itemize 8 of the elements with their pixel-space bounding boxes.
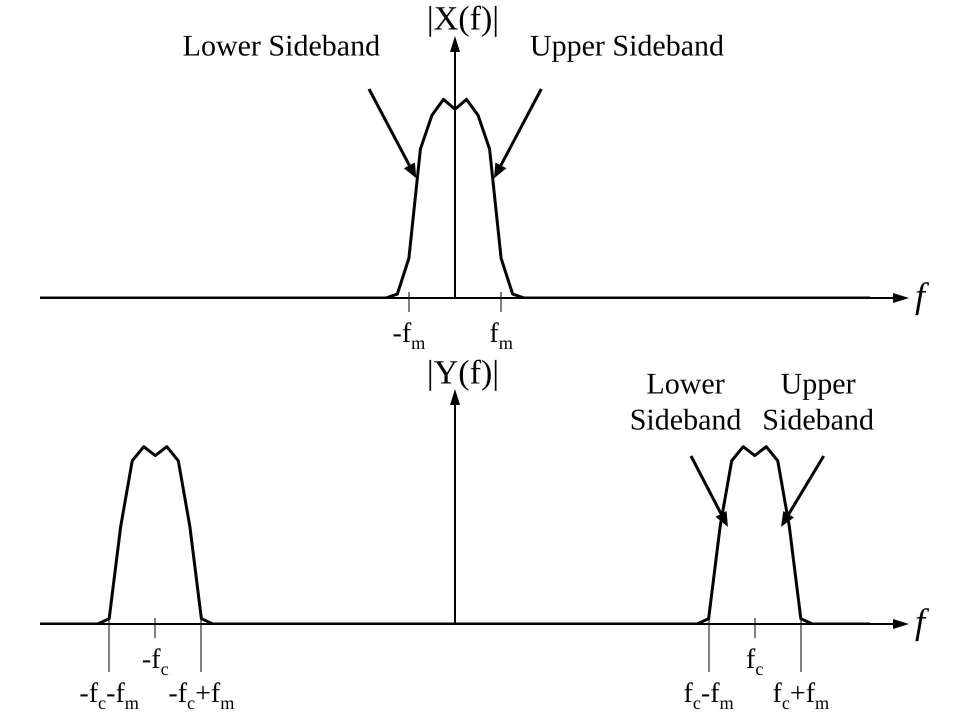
text: Lower Sideband (630, 367, 742, 436)
y-axis-title: |X(f)| (426, 0, 500, 38)
text: Upper Sideband (762, 367, 874, 436)
x-axis-title: f (915, 601, 930, 642)
y-axis-title: |Y(f)| (426, 354, 500, 392)
x-axis-title: f (915, 275, 930, 316)
text: Upper Sideband (530, 30, 724, 63)
text: Lower Sideband (182, 30, 380, 63)
